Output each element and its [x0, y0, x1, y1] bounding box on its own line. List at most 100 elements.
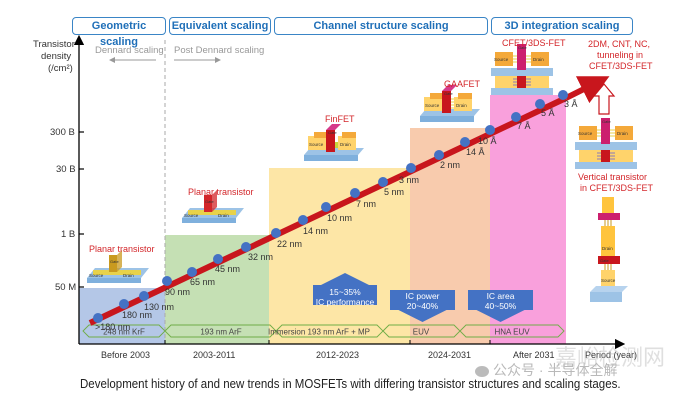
label-future-line2: tunneling in	[597, 50, 644, 60]
svg-text:Source: Source	[184, 213, 199, 218]
period-before-2003: Before 2003	[101, 350, 151, 360]
svg-text:Source: Source	[494, 57, 509, 62]
svg-text:Gate: Gate	[600, 258, 609, 263]
node-label: 90 nm	[165, 287, 191, 297]
svg-text:Gate: Gate	[110, 259, 119, 264]
node-label: 5 Å	[541, 108, 555, 118]
node-label: 14 Å	[466, 147, 485, 157]
watermark-wechat-text: 公众号 · 半导体全解	[493, 362, 618, 378]
svg-text:Drain: Drain	[602, 246, 613, 251]
svg-text:Drain: Drain	[456, 103, 467, 108]
label-planar-transistor-1: Planar transistor	[89, 244, 155, 254]
watermark-site: 嘉峪检测网	[555, 345, 666, 370]
node-label: 7 Å	[517, 121, 531, 131]
label-vertical-line1: Vertical transistor	[578, 172, 648, 182]
future-up-arrow	[592, 83, 616, 115]
y-axis-label-line1: Transistor	[33, 39, 75, 50]
stage-geometric-scaling: Geometric scaling	[72, 17, 166, 48]
label-vertical-line2: in CFET/3DS-FET	[580, 183, 654, 193]
svg-text:20~40%: 20~40%	[407, 301, 439, 311]
node-label: 14 nm	[303, 226, 329, 236]
node-dot	[434, 150, 444, 160]
node-dot	[321, 202, 331, 212]
node-label: 45 nm	[215, 264, 241, 274]
svg-text:Source: Source	[89, 273, 104, 278]
node-dot	[241, 242, 251, 252]
node-dot	[460, 137, 470, 147]
svg-text:Gate: Gate	[205, 199, 214, 204]
node-dot	[93, 313, 103, 323]
label-future-line1: 2DM, CNT, NC,	[588, 39, 651, 49]
label-finfet: FinFET	[325, 114, 355, 124]
svg-text:Gate: Gate	[518, 45, 527, 50]
node-label: >180 nm	[95, 322, 131, 332]
y-tick-300b: 300 B	[50, 127, 75, 138]
node-label: 2 nm	[440, 160, 461, 170]
post-dennard-scaling-label: Post Dennard scaling	[174, 45, 265, 56]
node-dot	[558, 90, 568, 100]
planar-transistor-device-2: Source Drain Gate	[182, 190, 244, 223]
svg-text:Gate: Gate	[328, 130, 337, 135]
node-label: 10 nm	[327, 213, 353, 223]
svg-text:Source: Source	[601, 278, 616, 283]
zone-equivalent	[165, 235, 269, 344]
svg-text:IC power: IC power	[405, 291, 439, 301]
watermark-wechat: 公众号 · 半导体全解	[475, 360, 617, 380]
node-label: 180 nm	[122, 310, 153, 320]
node-dot	[535, 99, 545, 109]
zone-channel	[269, 168, 410, 344]
label-planar-transistor-2: Planar transistor	[188, 187, 254, 197]
period-after-2031: After 2031	[513, 350, 555, 360]
period-2003-2011: 2003-2011	[193, 350, 236, 360]
stage-3d-integration-scaling: 3D integration scaling	[491, 17, 633, 35]
gaafet-device: Source Drain Gate	[420, 85, 480, 122]
label-cfet: CFET/3DS-FET	[502, 38, 566, 48]
litho-label: Immersion 193 nm ArF + MP	[268, 328, 370, 337]
node-label: 5 nm	[384, 187, 405, 197]
litho-label: HNA EUV	[494, 328, 530, 337]
y-tick-50m: 50 M	[55, 282, 77, 293]
svg-text:IC area: IC area	[487, 291, 515, 301]
stage-channel-structure-scaling: Channel structure scaling	[274, 17, 488, 35]
node-label: 32 nm	[248, 252, 274, 262]
figure-caption: Development history of and new trends in…	[80, 377, 621, 391]
node-dot	[119, 299, 129, 309]
x-axis-label: Period (year)	[585, 350, 638, 360]
litho-label: 193 nm ArF	[200, 328, 241, 337]
future-cfet-device: Source Drain Gate	[575, 118, 637, 169]
node-dot	[378, 177, 388, 187]
dennard-scaling-label: Dennard scaling	[95, 45, 164, 56]
node-label: 10 Å	[478, 136, 497, 146]
node-dot	[187, 267, 197, 277]
planar-transistor-device-1: Source Drain Gate	[87, 250, 149, 283]
stage-equivalent-scaling: Equivalent scaling	[169, 17, 271, 35]
cfet-device: Source Drain Gate	[491, 44, 553, 95]
node-dot	[213, 254, 223, 264]
litho-chevron	[459, 324, 565, 338]
trend-extension-arrow	[564, 76, 610, 104]
node-dot	[162, 276, 172, 286]
svg-text:Drain: Drain	[123, 273, 134, 278]
svg-text:Source: Source	[578, 131, 593, 136]
node-label: 3 Å	[564, 99, 578, 109]
node-label: 22 nm	[277, 239, 303, 249]
y-tick-30b: 30 B	[56, 164, 76, 175]
node-dot	[139, 291, 149, 301]
svg-text:40~50%: 40~50%	[485, 301, 517, 311]
y-axis-label-line3: (/cm²)	[48, 63, 73, 74]
svg-text:Drain: Drain	[340, 142, 351, 147]
svg-text:Source: Source	[309, 142, 324, 147]
node-label: 65 nm	[190, 277, 216, 287]
label-future-line3: CFET/3DS-FET	[589, 61, 653, 71]
y-tick-1b: 1 B	[61, 229, 76, 240]
node-dot	[350, 188, 360, 198]
svg-text:Source: Source	[425, 103, 440, 108]
label-gaafet: GAAFET	[444, 79, 481, 89]
node-dot	[485, 125, 495, 135]
svg-text:Drain: Drain	[617, 131, 628, 136]
node-label: 130 nm	[144, 302, 175, 312]
node-label: 3 nm	[399, 175, 420, 185]
y-axis-label-line2: density	[41, 51, 72, 62]
wechat-icon	[475, 365, 489, 377]
